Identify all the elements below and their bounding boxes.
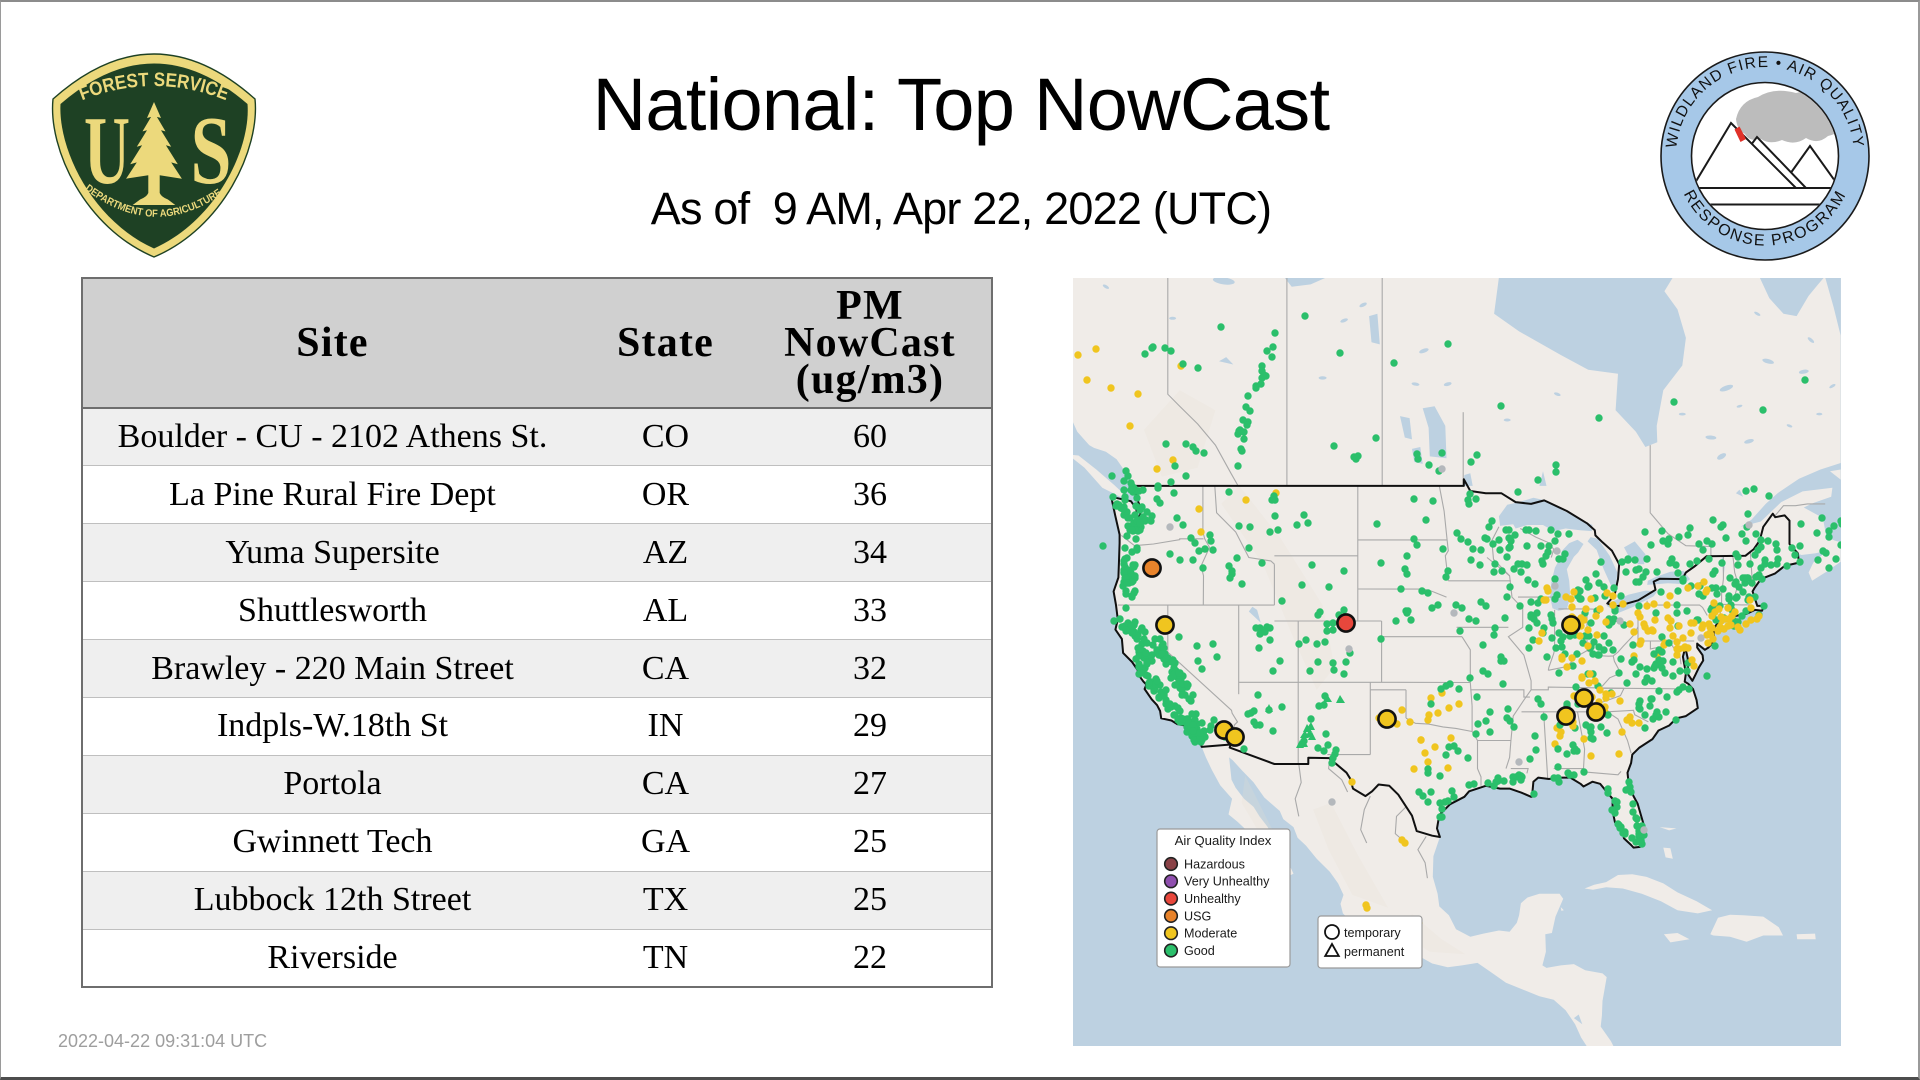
svg-text:temporary: temporary	[1344, 926, 1401, 940]
svg-text:permanent: permanent	[1344, 945, 1405, 959]
svg-text:Air Quality Index: Air Quality Index	[1175, 833, 1272, 848]
svg-text:USG: USG	[1184, 909, 1211, 923]
svg-text:Unhealthy: Unhealthy	[1184, 892, 1241, 906]
svg-text:Good: Good	[1184, 944, 1215, 958]
svg-text:Very Unhealthy: Very Unhealthy	[1184, 875, 1270, 889]
svg-text:Moderate: Moderate	[1184, 927, 1237, 941]
svg-text:Hazardous: Hazardous	[1184, 857, 1245, 871]
svg-text:U: U	[84, 97, 130, 205]
svg-text:S: S	[191, 97, 232, 205]
